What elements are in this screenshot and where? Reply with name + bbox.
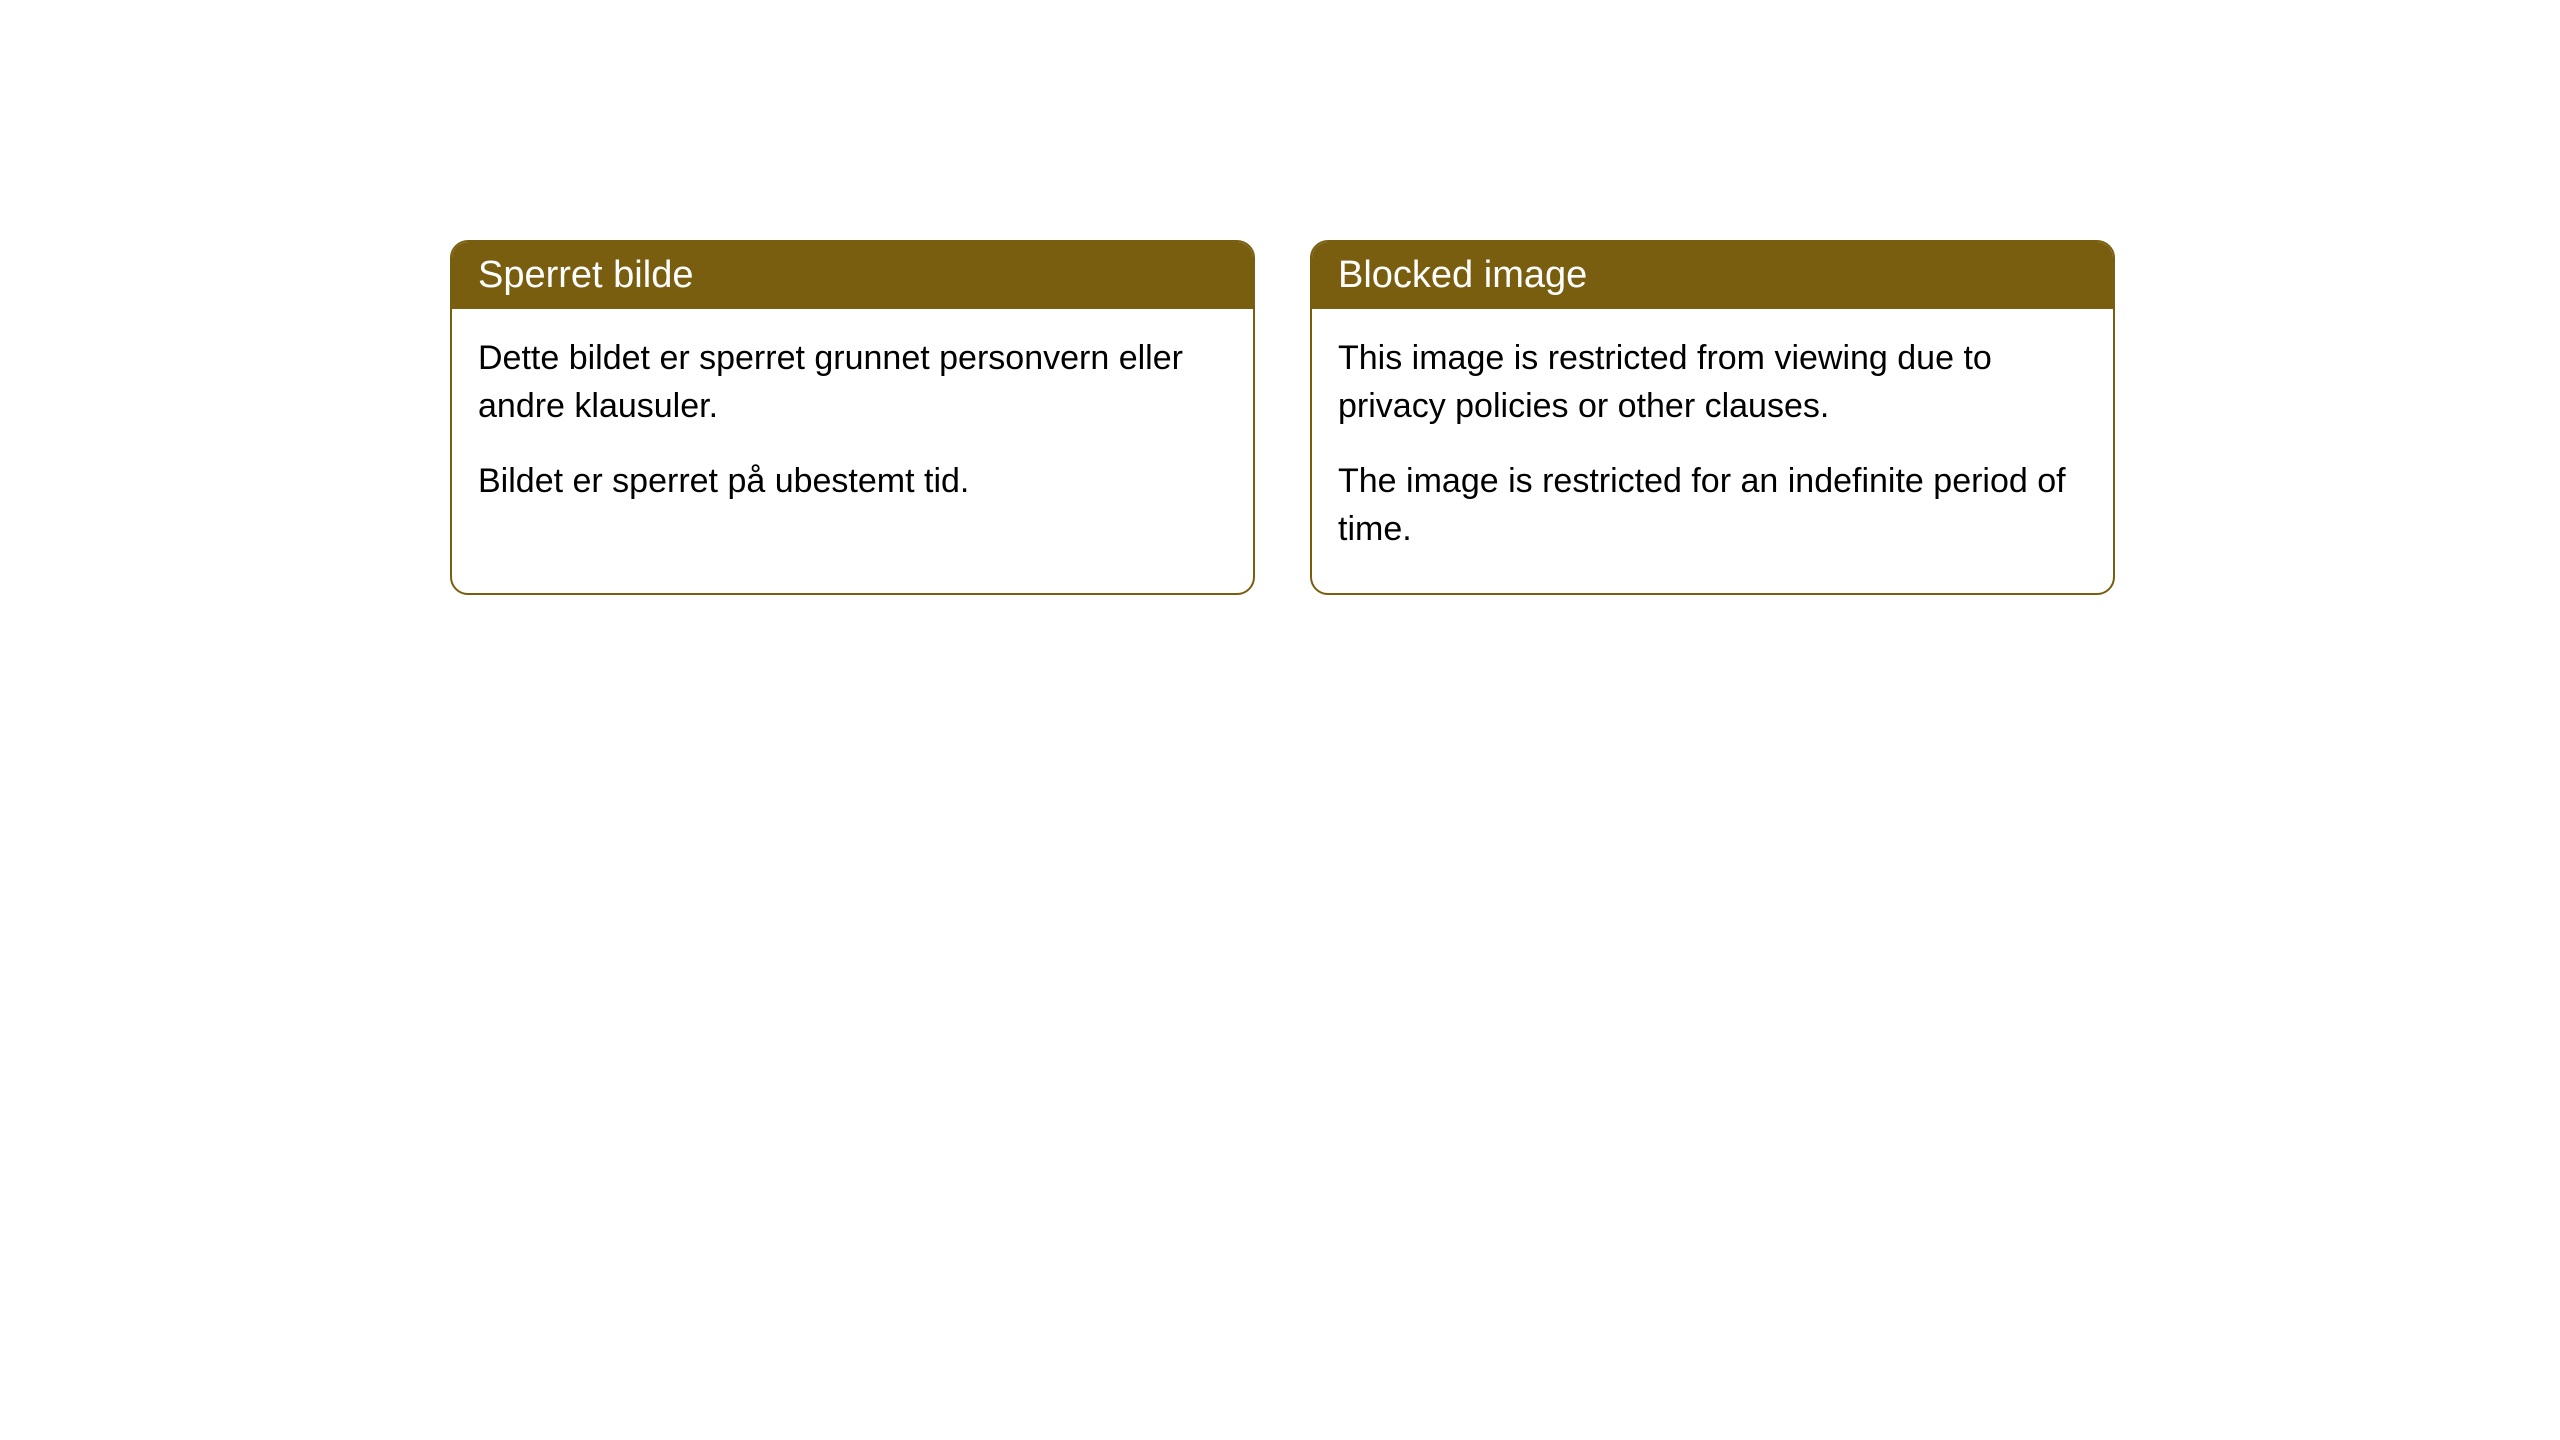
- notice-paragraph: This image is restricted from viewing du…: [1338, 335, 2087, 430]
- notice-card-english: Blocked image This image is restricted f…: [1310, 240, 2115, 595]
- notice-title: Sperret bilde: [478, 254, 693, 296]
- notice-header: Sperret bilde: [452, 242, 1253, 309]
- notice-body: Dette bildet er sperret grunnet personve…: [452, 309, 1253, 546]
- notice-paragraph: Dette bildet er sperret grunnet personve…: [478, 335, 1227, 430]
- notice-container: Sperret bilde Dette bildet er sperret gr…: [0, 0, 2560, 595]
- notice-paragraph: Bildet er sperret på ubestemt tid.: [478, 458, 1227, 506]
- notice-title: Blocked image: [1338, 254, 1587, 296]
- notice-header: Blocked image: [1312, 242, 2113, 309]
- notice-body: This image is restricted from viewing du…: [1312, 309, 2113, 593]
- notice-paragraph: The image is restricted for an indefinit…: [1338, 458, 2087, 553]
- notice-card-norwegian: Sperret bilde Dette bildet er sperret gr…: [450, 240, 1255, 595]
